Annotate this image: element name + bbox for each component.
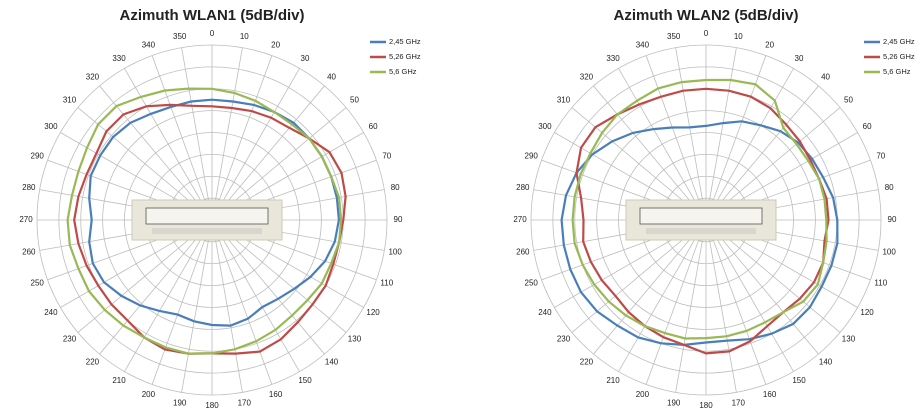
angle-label: 210 [606, 376, 620, 385]
page: 0102030405060708090100110120130140150160… [0, 0, 919, 410]
angle-label: 270 [513, 215, 527, 224]
angle-label: 170 [238, 398, 252, 407]
angle-label: 100 [388, 247, 402, 256]
angle-label: 340 [142, 40, 156, 49]
legend-label: 5,6 GHz [883, 67, 911, 76]
angle-label: 290 [525, 151, 539, 160]
angle-label: 150 [792, 376, 806, 385]
angle-label: 330 [112, 54, 126, 63]
angle-label: 130 [348, 335, 362, 344]
angle-label: 200 [636, 390, 650, 399]
angle-label: 320 [86, 73, 100, 82]
angle-label: 10 [734, 32, 743, 41]
angle-label: 90 [888, 215, 897, 224]
angle-label: 70 [876, 151, 885, 160]
angle-label: 60 [863, 122, 872, 131]
angle-label: 120 [860, 308, 874, 317]
angle-label: 40 [821, 73, 830, 82]
angle-label: 50 [350, 96, 359, 105]
angle-label: 0 [704, 29, 709, 38]
angle-label: 280 [22, 183, 36, 192]
angle-label: 160 [763, 390, 777, 399]
angle-label: 150 [298, 376, 312, 385]
angle-label: 20 [765, 40, 774, 49]
angle-label: 0 [210, 29, 215, 38]
angle-label: 250 [525, 279, 539, 288]
angle-label: 260 [516, 247, 530, 256]
angle-label: 120 [366, 308, 380, 317]
angle-label: 330 [606, 54, 620, 63]
angle-label: 320 [580, 73, 594, 82]
angle-label: 270 [19, 215, 33, 224]
angle-label: 40 [327, 73, 336, 82]
device-base [152, 228, 262, 234]
angle-label: 310 [557, 96, 571, 105]
angle-label: 110 [380, 279, 393, 288]
angle-label: 140 [819, 358, 833, 367]
angle-label: 10 [240, 32, 249, 41]
angle-label: 80 [391, 183, 400, 192]
angle-label: 230 [557, 335, 571, 344]
angle-label: 340 [636, 40, 650, 49]
angle-label: 90 [394, 215, 403, 224]
legend-label: 5,26 GHz [389, 52, 421, 61]
angle-label: 230 [63, 335, 77, 344]
chart: 0 10 20 30 40 50 60 70 80 90 100 110 120 130 140 150 160… [513, 7, 915, 410]
angle-label: 280 [516, 183, 530, 192]
device-front [640, 208, 762, 224]
angle-label: 180 [205, 401, 219, 410]
angle-label: 240 [44, 308, 58, 317]
angle-label: 200 [142, 390, 156, 399]
angle-label: 350 [173, 32, 187, 41]
angle-label: 130 [842, 335, 856, 344]
angle-label: 80 [885, 183, 894, 192]
angle-label: 240 [538, 308, 552, 317]
angle-label: 30 [301, 54, 310, 63]
angle-label: 190 [173, 398, 187, 407]
angle-label: 250 [31, 279, 45, 288]
angle-label: 290 [31, 151, 45, 160]
chart: 0 10 20 30 40 50 60 70 80 90 100 110 120 130 140 150 160… [19, 7, 421, 410]
angle-label: 60 [369, 122, 378, 131]
angle-label: 100 [882, 247, 896, 256]
angle-label: 20 [271, 40, 280, 49]
angle-label: 70 [382, 151, 391, 160]
angle-label: 220 [580, 358, 594, 367]
chart-title: Azimuth WLAN1 (5dB/div) [120, 7, 305, 24]
device-base [646, 228, 756, 234]
legend-label: 5,6 GHz [389, 67, 417, 76]
angle-label: 190 [667, 398, 681, 407]
device-front [146, 208, 268, 224]
chart-title: Azimuth WLAN2 (5dB/div) [614, 7, 799, 24]
angle-label: 220 [86, 358, 100, 367]
angle-label: 300 [44, 122, 58, 131]
angle-label: 300 [538, 122, 552, 131]
angle-label: 140 [325, 358, 339, 367]
legend-label: 5,26 GHz [883, 52, 915, 61]
angle-label: 350 [667, 32, 681, 41]
angle-label: 160 [269, 390, 283, 399]
angle-label: 30 [795, 54, 804, 63]
angle-label: 310 [63, 96, 77, 105]
angle-label: 170 [732, 398, 746, 407]
angle-label: 50 [844, 96, 853, 105]
angle-label: 110 [874, 279, 887, 288]
angle-label: 180 [699, 401, 713, 410]
legend-label: 2,45 GHz [389, 37, 421, 46]
legend-label: 2,45 GHz [883, 37, 915, 46]
angle-label: 260 [22, 247, 36, 256]
angle-label: 210 [112, 376, 126, 385]
